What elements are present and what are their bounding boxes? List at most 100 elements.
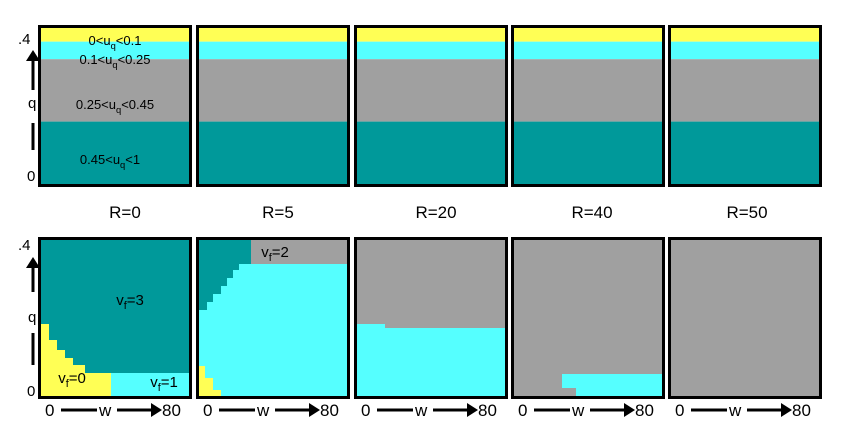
w-axis-1: 0 w 80 (45, 401, 181, 420)
region-1 (199, 240, 347, 396)
band-4 (357, 121, 505, 184)
band-4 (41, 121, 189, 184)
panel-label-r50: R=50 (726, 203, 767, 222)
top-row-panels: 0<uq<0.10.1<uq<0.25 0.25<uq<0.45 0.45<uq<1 (38, 25, 822, 187)
vf-label-3: vf=3 (116, 292, 144, 312)
top-panel-r20 (354, 25, 508, 187)
boundary-step (199, 134, 219, 138)
w-axis-5: 0 w 80 (675, 401, 811, 420)
panel-frame (511, 237, 665, 399)
band-3 (199, 59, 347, 122)
band-3 (41, 59, 189, 122)
q-axis-top-tick-bottom: .4 (18, 237, 31, 254)
bottom-panel-r20 (354, 237, 508, 399)
band-1 (41, 28, 189, 42)
arrow-right-icon (467, 403, 478, 417)
w-axis-end-tick: 80 (478, 401, 497, 420)
panel-frame (354, 237, 508, 399)
bottom-panel-r0 (38, 237, 192, 399)
arrow-right-icon (309, 403, 320, 417)
region-label-2: 0.1<uq<0.25 (79, 52, 150, 70)
boundary-step (357, 134, 360, 138)
region-2 (41, 324, 111, 396)
panel-label-r20: R=20 (415, 203, 456, 222)
top-panel-r0 (38, 25, 192, 187)
q-arrow-up-icon-bottom (26, 257, 40, 292)
band-4 (671, 121, 819, 184)
w-axis-end-tick: 80 (792, 401, 811, 420)
band-4 (199, 121, 347, 184)
panel-frame (668, 237, 822, 399)
boundary-step (671, 134, 674, 138)
band-3 (671, 59, 819, 122)
w-axis-label: w (728, 401, 742, 420)
w-axis-end-tick: 80 (320, 401, 339, 420)
q-axis-label: q (28, 95, 36, 112)
panel-frame (196, 237, 350, 399)
w-axis-end-tick: 80 (635, 401, 654, 420)
band-2 (199, 41, 347, 60)
region-2 (251, 240, 347, 264)
band-1 (514, 28, 662, 42)
top-panel-r40 (511, 25, 665, 187)
region-1 (514, 240, 662, 396)
vf-label-0: vf=0 (58, 370, 86, 390)
w-axis-start-tick: 0 (203, 401, 212, 420)
region-3 (199, 240, 251, 310)
vf-label-2: vf=2 (261, 244, 289, 264)
w-axis-start-tick: 0 (518, 401, 527, 420)
panel-frame (38, 25, 192, 187)
band-4 (514, 121, 662, 184)
w-axis-4: 0 w 80 (518, 401, 654, 420)
band-2 (41, 41, 189, 60)
region-4 (199, 366, 221, 396)
w-axis-end-tick: 80 (162, 401, 181, 420)
band-1 (671, 28, 819, 42)
w-axis-start-tick: 0 (675, 401, 684, 420)
panel-label-r5: R=5 (262, 203, 294, 222)
band-3 (514, 59, 662, 122)
bottom-panel-r50 (668, 237, 822, 399)
w-axis-label: w (414, 401, 428, 420)
region-1 (671, 240, 819, 396)
w-axis-label: w (571, 401, 585, 420)
bottom-panel-r40 (511, 237, 665, 399)
region-label-3: 0.25<uq<0.45 (76, 97, 154, 115)
region-3 (111, 373, 189, 396)
top-panel-r50 (668, 25, 822, 187)
panel-label-r0: R=0 (109, 203, 141, 222)
panel-frame (354, 25, 508, 187)
band-2 (671, 41, 819, 60)
arrow-right-icon (781, 403, 792, 417)
w-axis-3: 0 w 80 (361, 401, 497, 420)
arrow-right-icon (624, 403, 635, 417)
band-2 (357, 41, 505, 60)
region-2 (357, 324, 505, 396)
region-3 (562, 388, 576, 396)
q-axis-bottom-tick: 0 (27, 168, 35, 185)
panel-frame (668, 25, 822, 187)
band-1 (357, 28, 505, 42)
w-axis-2: 0 w 80 (203, 401, 339, 420)
q-axis-label-bottom: q (28, 309, 36, 326)
w-axes: 0 w 80 0 w 80 0 w 80 0 w 80 0 w 80 (45, 401, 811, 420)
band-1 (199, 28, 347, 42)
q-axis-top-tick: .4 (18, 31, 31, 48)
boundary-step (514, 134, 517, 138)
region-1 (41, 240, 189, 396)
bottom-row-panels: vf=3 vf=0 vf=1 vf=2 (38, 237, 822, 399)
q-axis-bottom-tick-bottom: 0 (27, 383, 35, 400)
arrow-right-icon (151, 403, 162, 417)
region-label-4: 0.45<uq<1 (80, 152, 140, 170)
band-2 (514, 41, 662, 60)
w-axis-label: w (98, 401, 112, 420)
panel-frame (511, 25, 665, 187)
w-axis-label: w (256, 401, 270, 420)
top-panel-r5 (196, 25, 350, 187)
q-arrow-up-icon (26, 50, 40, 90)
vf-label-1: vf=1 (150, 374, 178, 394)
region-label-1: 0<uq<0.1 (89, 33, 142, 51)
bottom-panel-r5 (196, 237, 350, 399)
w-axis-start-tick: 0 (361, 401, 370, 420)
